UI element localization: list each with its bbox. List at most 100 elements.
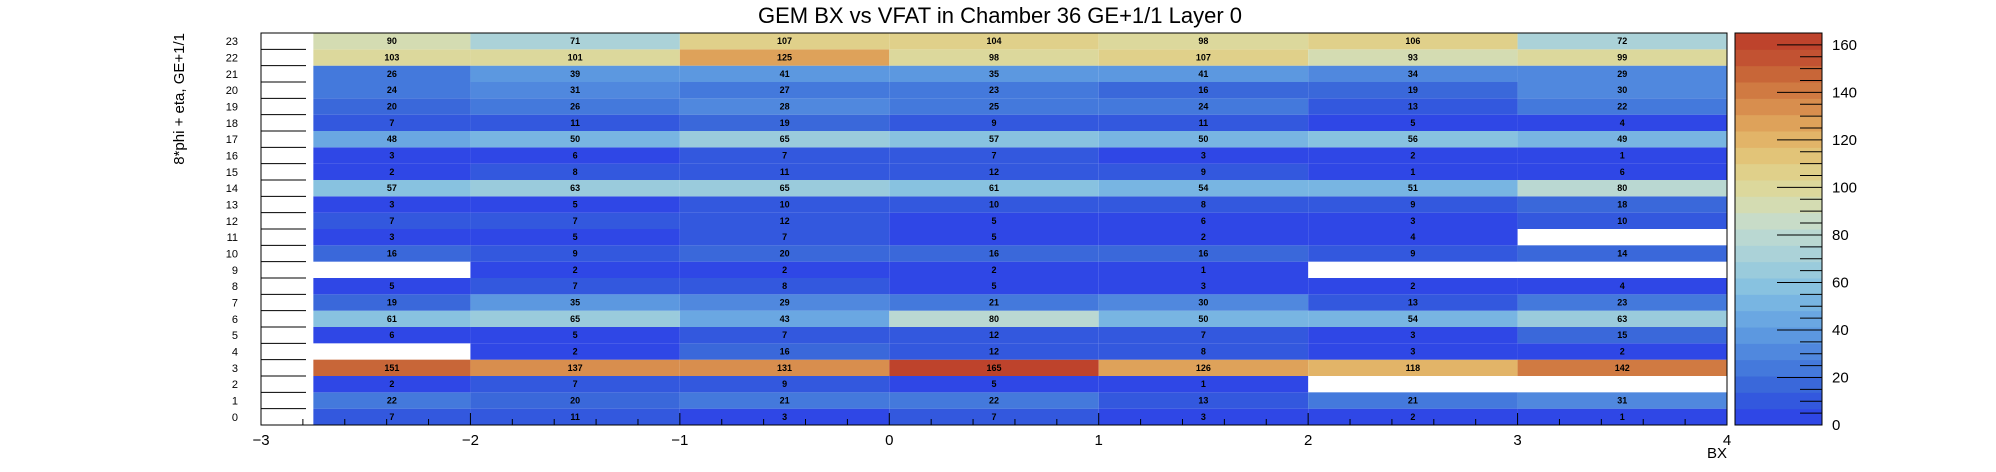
heatmap-cell	[679, 49, 890, 66]
colorbar-swatch	[1735, 180, 1822, 197]
cell-value-label: 2	[1201, 232, 1206, 242]
cell-value-label: 5	[991, 232, 996, 242]
heatmap-cell	[1517, 98, 1727, 115]
cell-value-label: 93	[1408, 53, 1418, 63]
cell-value-label: 54	[1408, 314, 1418, 324]
heatmap-cell	[889, 343, 1099, 360]
y-tick-label: 10	[226, 249, 238, 261]
heatmap-cell	[889, 359, 1099, 376]
heatmap-cell	[470, 392, 680, 409]
heatmap-cell	[470, 49, 680, 66]
heatmap-cell	[1098, 49, 1309, 66]
heatmap-cell	[1517, 196, 1727, 213]
colorbar-tick-label: 60	[1832, 274, 1849, 291]
cell-value-label: 7	[1201, 330, 1206, 340]
cell-value-label: 65	[570, 314, 580, 324]
y-tick-label: 16	[226, 151, 238, 163]
cell-value-label: 98	[989, 53, 999, 63]
cell-value-label: 7	[991, 151, 996, 161]
heatmap-cell	[313, 229, 471, 246]
heatmap-cell	[470, 408, 680, 425]
heatmap-cell	[889, 310, 1099, 327]
heatmap-cell	[1517, 343, 1727, 360]
heatmap-cell	[470, 98, 680, 115]
heatmap-cell	[1308, 131, 1518, 148]
cell-value-label: 7	[389, 118, 394, 128]
heatmap-cell	[889, 294, 1099, 311]
heatmap-cell	[1517, 49, 1727, 66]
heatmap-cell	[1517, 408, 1727, 425]
y-tick-label: 14	[226, 183, 238, 195]
cell-value-label: 41	[780, 69, 790, 79]
heatmap-cell	[313, 376, 471, 393]
cell-value-label: 35	[989, 69, 999, 79]
y-tick-label: 23	[226, 36, 238, 48]
heatmap-cell	[679, 376, 890, 393]
heatmap-cell	[1517, 114, 1727, 131]
heatmap-cell	[313, 65, 471, 82]
cell-value-label: 12	[989, 347, 999, 357]
cell-value-label: 5	[991, 379, 996, 389]
cell-value-label: 34	[1408, 69, 1418, 79]
cell-value-label: 24	[387, 85, 397, 95]
heatmap-cell	[1308, 180, 1518, 197]
cell-value-label: 7	[389, 412, 394, 422]
heatmap-cell	[1098, 131, 1309, 148]
cell-value-label: 21	[1408, 396, 1418, 406]
heatmap-cell	[679, 229, 890, 246]
heatmap-cell	[470, 245, 680, 262]
y-tick-label: 0	[232, 412, 238, 424]
colorbar-swatch	[1735, 147, 1822, 165]
heatmap-cell	[1098, 212, 1309, 229]
colorbar-tick-label: 20	[1832, 369, 1849, 386]
cell-value-label: 63	[1617, 314, 1627, 324]
cell-value-label: 31	[1617, 396, 1627, 406]
cell-value-label: 29	[780, 298, 790, 308]
heatmap-cell	[889, 33, 1099, 50]
heatmap-cell	[1308, 229, 1518, 246]
cell-value-label: 5	[573, 200, 578, 210]
heatmap-cells	[313, 33, 1727, 425]
heatmap-cell	[470, 82, 680, 99]
cell-value-label: 98	[1198, 36, 1208, 46]
cell-value-label: 2	[1410, 412, 1415, 422]
heatmap-cell	[679, 392, 890, 409]
cell-value-label: 126	[1196, 363, 1211, 373]
heatmap-cell	[1308, 65, 1518, 82]
heatmap-cell	[679, 98, 890, 115]
cell-value-label: 8	[1201, 347, 1206, 357]
cell-value-label: 3	[389, 151, 394, 161]
y-tick-label: 3	[232, 363, 238, 375]
cell-value-label: 5	[389, 281, 394, 291]
cell-value-label: 26	[387, 69, 397, 79]
x-tick-label: 2	[1304, 432, 1312, 449]
cell-value-label: 131	[777, 363, 792, 373]
heatmap-cell	[1517, 245, 1727, 262]
cell-value-label: 7	[573, 216, 578, 226]
heatmap-cell	[313, 98, 471, 115]
cell-value-label: 1	[1201, 379, 1206, 389]
heatmap-cell	[313, 392, 471, 409]
cell-value-label: 50	[1198, 314, 1208, 324]
heatmap-cell	[679, 245, 890, 262]
heatmap-cell	[1308, 408, 1518, 425]
cell-value-label: 72	[1617, 36, 1627, 46]
cell-value-label: 22	[989, 396, 999, 406]
heatmap-cell	[313, 163, 471, 180]
heatmap-cell	[1098, 294, 1309, 311]
cell-value-label: 54	[1198, 183, 1208, 193]
cell-value-label: 10	[780, 200, 790, 210]
x-tick-label: 3	[1513, 432, 1521, 449]
heatmap-cell	[1098, 65, 1309, 82]
y-tick-label: 6	[232, 314, 238, 326]
heatmap-cell	[889, 82, 1099, 99]
cell-value-label: 3	[1410, 347, 1415, 357]
cell-value-label: 28	[780, 102, 790, 112]
cell-value-label: 50	[570, 134, 580, 144]
heatmap-cell	[470, 294, 680, 311]
heatmap-cell	[1308, 343, 1518, 360]
heatmap-cell	[1517, 163, 1727, 180]
cell-value-label: 5	[991, 281, 996, 291]
cell-value-label: 104	[986, 36, 1001, 46]
